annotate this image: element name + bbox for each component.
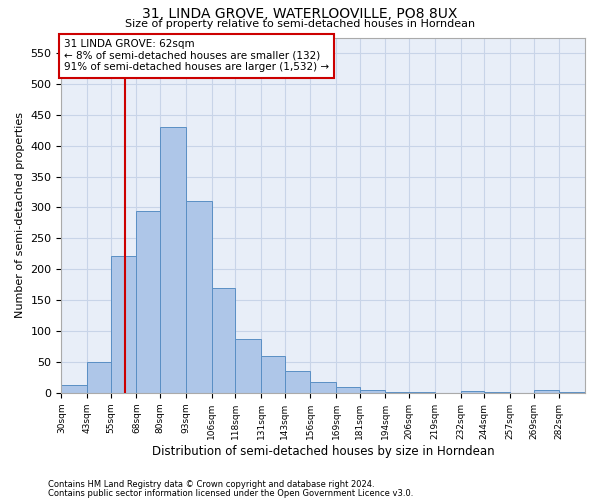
- Bar: [61, 385, 87, 393]
- Y-axis label: Number of semi-detached properties: Number of semi-detached properties: [15, 112, 25, 318]
- Bar: [284, 371, 310, 393]
- Bar: [212, 288, 235, 393]
- Bar: [409, 392, 435, 393]
- Text: Contains public sector information licensed under the Open Government Licence v3: Contains public sector information licen…: [48, 488, 413, 498]
- Text: 31, LINDA GROVE, WATERLOOVILLE, PO8 8UX: 31, LINDA GROVE, WATERLOOVILLE, PO8 8UX: [142, 8, 458, 22]
- Bar: [261, 356, 284, 393]
- Bar: [87, 362, 111, 393]
- Text: 31 LINDA GROVE: 62sqm
← 8% of semi-detached houses are smaller (132)
91% of semi: 31 LINDA GROVE: 62sqm ← 8% of semi-detac…: [64, 40, 329, 72]
- Bar: [559, 392, 585, 393]
- X-axis label: Distribution of semi-detached houses by size in Horndean: Distribution of semi-detached houses by …: [152, 444, 494, 458]
- Bar: [111, 256, 136, 393]
- Bar: [461, 391, 484, 393]
- Text: Contains HM Land Registry data © Crown copyright and database right 2024.: Contains HM Land Registry data © Crown c…: [48, 480, 374, 489]
- Bar: [136, 210, 160, 393]
- Bar: [385, 392, 409, 393]
- Bar: [533, 390, 559, 393]
- Bar: [360, 390, 385, 393]
- Bar: [310, 382, 336, 393]
- Text: Size of property relative to semi-detached houses in Horndean: Size of property relative to semi-detach…: [125, 19, 475, 29]
- Bar: [186, 202, 212, 393]
- Bar: [235, 339, 261, 393]
- Bar: [160, 127, 186, 393]
- Bar: [336, 388, 360, 393]
- Bar: [484, 392, 510, 393]
